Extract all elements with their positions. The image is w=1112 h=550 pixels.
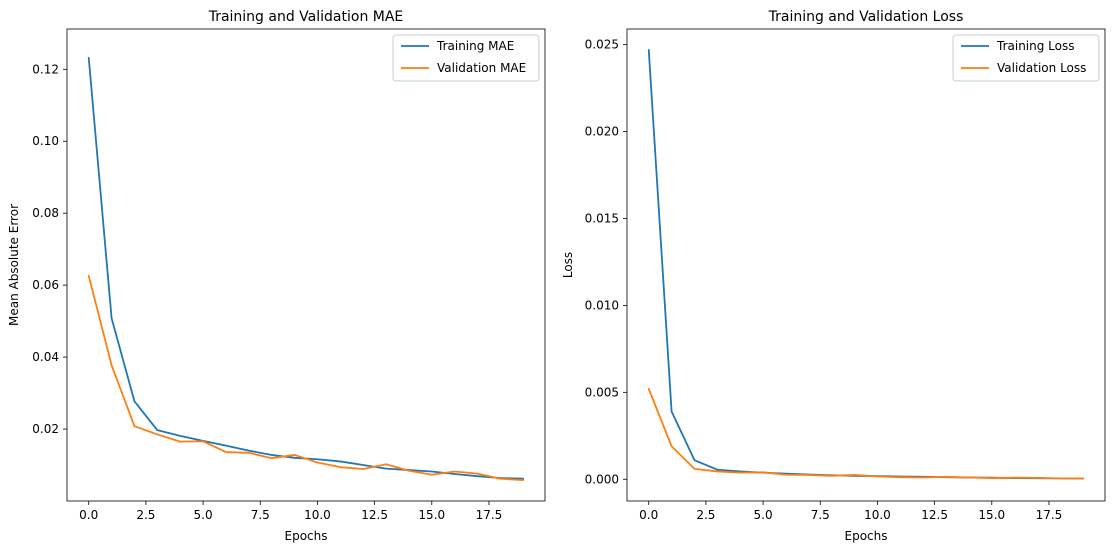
loss-chart: Training and Validation Loss 0.0 2.5 5.0 7.… [561, 9, 1106, 543]
loss-chart-lines [647, 48, 1085, 480]
mae-y-tick-label: 0.02 [32, 422, 59, 436]
loss-chart-legend-box [952, 34, 1100, 82]
mae-chart-lines [87, 56, 525, 482]
mae-series-line-training [87, 56, 525, 480]
mae-x-tick-label: 7.5 [251, 508, 270, 522]
loss-chart-legend: Training Loss Validation Loss [952, 34, 1100, 82]
mae-chart-legend: Training MAE Validation MAE [392, 34, 540, 82]
loss-x-tick-label: 10.0 [864, 508, 891, 522]
mae-x-tick-label: 0.0 [79, 508, 98, 522]
mae-chart-y-ticks: 0.02 0.04 0.06 0.08 0.10 0.12 [32, 62, 67, 436]
mae-chart: Training and Validation MAE 0.0 2.5 5.0 7.5… [7, 9, 546, 543]
mae-x-tick-label: 2.5 [136, 508, 155, 522]
loss-chart-title: Training and Validation Loss [768, 9, 964, 25]
mae-x-tick-label: 12.5 [361, 508, 388, 522]
mae-x-tick-label: 17.5 [476, 508, 503, 522]
mae-legend-label-training: Training MAE [436, 39, 514, 53]
mae-y-tick-label: 0.08 [32, 206, 59, 220]
loss-chart-plot-frame [626, 28, 1106, 502]
loss-chart-x-ticks: 0.0 2.5 5.0 7.5 10.0 12.5 15.0 17.5 [639, 501, 1062, 522]
loss-legend-label-validation: Validation Loss [997, 61, 1086, 75]
loss-x-tick-label: 2.5 [696, 508, 715, 522]
mae-legend-label-validation: Validation MAE [437, 61, 526, 75]
loss-y-tick-label: 0.010 [585, 298, 619, 312]
mae-series-line-validation [87, 274, 525, 482]
loss-x-tick-label: 12.5 [921, 508, 948, 522]
loss-x-tick-label: 15.0 [978, 508, 1005, 522]
loss-x-tick-label: 7.5 [811, 508, 830, 522]
mae-chart-title: Training and Validation MAE [208, 9, 404, 25]
loss-legend-label-training: Training Loss [996, 39, 1074, 53]
mae-chart-x-axis-label: Epochs [285, 529, 328, 543]
loss-x-tick-label: 0.0 [639, 508, 658, 522]
mae-chart-y-axis-label: Mean Absolute Error [7, 204, 21, 326]
loss-y-tick-label: 0.005 [585, 385, 619, 399]
mae-x-tick-label: 15.0 [418, 508, 445, 522]
mae-chart-x-ticks: 0.0 2.5 5.0 7.5 10.0 12.5 15.0 17.5 [79, 501, 502, 522]
loss-y-tick-label: 0.020 [585, 125, 619, 139]
loss-y-tick-label: 0.000 [585, 472, 619, 486]
mae-x-tick-label: 5.0 [194, 508, 213, 522]
loss-y-tick-label: 0.015 [585, 211, 619, 225]
loss-chart-y-axis-label: Loss [561, 252, 575, 278]
loss-chart-y-ticks: 0.000 0.005 0.010 0.015 0.020 0.025 [585, 38, 627, 486]
loss-series-line-training [647, 48, 1085, 480]
mae-chart-plot-frame [66, 28, 546, 502]
mae-y-tick-label: 0.10 [32, 134, 59, 148]
mae-y-tick-label: 0.12 [32, 62, 59, 76]
mae-x-tick-label: 10.0 [304, 508, 331, 522]
loss-chart-x-axis-label: Epochs [845, 529, 888, 543]
loss-x-tick-label: 5.0 [754, 508, 773, 522]
mae-y-tick-label: 0.04 [32, 350, 59, 364]
loss-series-line-validation [647, 387, 1085, 480]
mae-y-tick-label: 0.06 [32, 278, 59, 292]
loss-x-tick-label: 17.5 [1036, 508, 1063, 522]
mae-chart-legend-box [392, 34, 540, 82]
loss-y-tick-label: 0.025 [585, 38, 619, 52]
